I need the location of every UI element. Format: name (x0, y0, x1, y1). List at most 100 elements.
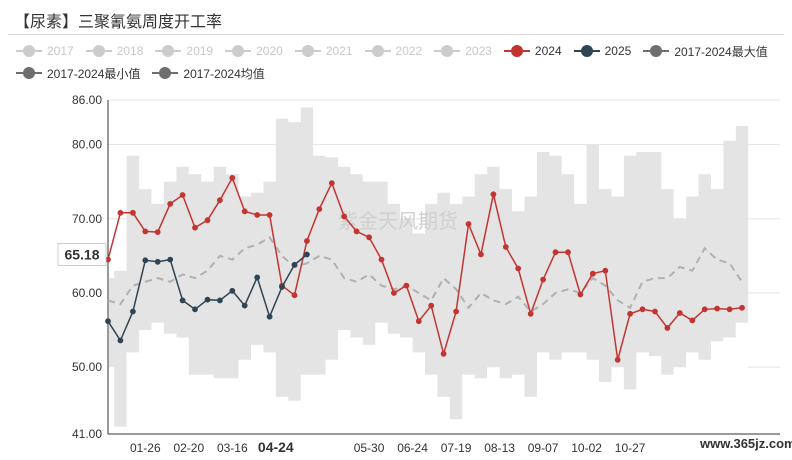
legend-item-2020[interactable]: 2020 (225, 44, 283, 58)
legend-label: 2017-2024最大值 (674, 44, 768, 59)
legend-label: 2021 (325, 44, 353, 58)
legend-label: 2023 (465, 44, 492, 58)
series-2024-point (328, 180, 335, 187)
series-2024-point (403, 282, 410, 289)
series-2024-point (552, 249, 559, 256)
series-2024-point (266, 212, 273, 218)
series-2024-point (204, 217, 211, 224)
series-2024-point (167, 201, 174, 207)
legend-label: 2018 (116, 44, 144, 58)
series-2017-2024-max-band (109, 107, 749, 433)
title-divider (8, 34, 784, 35)
series-2017-2024-min-band (109, 322, 749, 433)
legend-marker-icon (225, 45, 252, 57)
legend-marker-icon (434, 45, 461, 57)
series-2025-point (254, 274, 261, 281)
series-2024-point (726, 306, 733, 313)
legend-item-2024[interactable]: 2024 (503, 44, 562, 58)
legend-marker-icon (155, 45, 182, 57)
series-2024-point (465, 221, 472, 227)
series-2025-point (204, 296, 211, 303)
series-2025-point (105, 318, 111, 325)
series-2024-point (179, 192, 186, 198)
legend-label: 2019 (186, 44, 214, 58)
x-tick-label: 02-20 (173, 441, 204, 455)
legend-item-2023[interactable]: 2023 (434, 44, 492, 58)
legend-label: 2022 (395, 44, 423, 58)
x-tick-label: 06-24 (397, 441, 428, 455)
series-2024-point (676, 310, 683, 316)
series-2024-point (515, 265, 522, 272)
series-2024-point (490, 191, 497, 198)
legend-item-2017-2024最小值[interactable]: 2017-2024最小值 (16, 65, 140, 82)
series-2024-point (341, 213, 348, 220)
legend-marker-icon (152, 67, 179, 79)
legend-label: 2017-2024均值 (183, 66, 265, 81)
series-2025-point (291, 261, 298, 268)
series-2024-point (739, 304, 745, 311)
legend-label: 2024 (534, 44, 562, 58)
corner-watermark: www.365jz.com (700, 436, 792, 451)
series-2025-point (154, 258, 161, 265)
x-tick-label: 10-27 (615, 441, 646, 455)
legend-item-2017-2024最大值[interactable]: 2017-2024最大值 (643, 43, 768, 60)
legend-label: 2017-2024最小值 (47, 66, 141, 81)
legend: 2017 2018 2019 2020 2021 2022 2023 2024 2025 2017… (16, 42, 786, 86)
series-2024-point (527, 310, 534, 317)
y-tick-label: 60.00 (72, 286, 102, 300)
series-2024-point (241, 208, 248, 215)
series-2024-point (304, 238, 310, 244)
series-2024-point (428, 302, 435, 309)
series-2024-point (154, 229, 161, 236)
legend-item-2018[interactable]: 2018 (85, 44, 144, 58)
series-2024-point (192, 224, 198, 231)
series-2024-point (652, 308, 658, 315)
legend-label: 2025 (604, 44, 632, 58)
series-2024-point (291, 292, 298, 299)
series-2024-point (378, 256, 385, 263)
legend-item-2017[interactable]: 2017 (16, 44, 74, 58)
series-2024-point (415, 318, 422, 325)
x-tick-label: 05-30 (354, 441, 385, 455)
series-2017-2024-mean-line (107, 235, 743, 313)
legend-label: 2017 (47, 44, 74, 58)
legend-item-2022[interactable]: 2022 (364, 44, 423, 58)
series-2024-point (453, 308, 460, 315)
legend-marker-icon (16, 45, 42, 57)
legend-label: 2020 (256, 44, 283, 58)
legend-item-2025[interactable]: 2025 (573, 44, 632, 58)
legend-marker-icon (85, 45, 112, 57)
series-2024-point (217, 197, 223, 204)
series-2025-point (229, 287, 236, 294)
series-2024-point (366, 234, 373, 241)
legend-marker-icon (503, 45, 530, 57)
series-2024-point (229, 175, 236, 181)
legend-item-2017-2024均值[interactable]: 2017-2024均值 (152, 65, 265, 82)
legend-item-2019[interactable]: 2019 (155, 44, 213, 58)
legend-marker-icon (573, 45, 600, 57)
x-tick-label: 08-13 (484, 441, 515, 455)
y-tick-label: 70.00 (72, 212, 102, 226)
series-2025-point (167, 256, 174, 263)
legend-marker-icon (643, 45, 670, 57)
y-tick-label: 50.00 (72, 360, 102, 374)
series-2024-point (639, 306, 646, 313)
series-2025-point (192, 306, 198, 313)
y-tick-label: 86.00 (72, 93, 102, 107)
chart-title: 【尿素】三聚氰氨周度开工率 (14, 12, 223, 31)
x-tick-label: 09-07 (528, 441, 559, 455)
series-2024-point (602, 267, 609, 274)
x-tick-label: 07-19 (441, 441, 472, 455)
series-2024-point (117, 209, 124, 216)
legend-item-2021[interactable]: 2021 (294, 44, 353, 58)
legend-marker-icon (364, 45, 391, 57)
y-pointer-label: 65.18 (64, 247, 99, 263)
series-2025-point (241, 302, 248, 309)
series-2024-point (316, 206, 323, 213)
y-pointer-box (57, 243, 107, 267)
series-2024-line (107, 176, 743, 360)
series-2025-point (304, 251, 310, 258)
x-tick-label: 03-16 (217, 441, 248, 455)
series-2024-point (664, 325, 671, 331)
series-2024-point (689, 317, 696, 324)
